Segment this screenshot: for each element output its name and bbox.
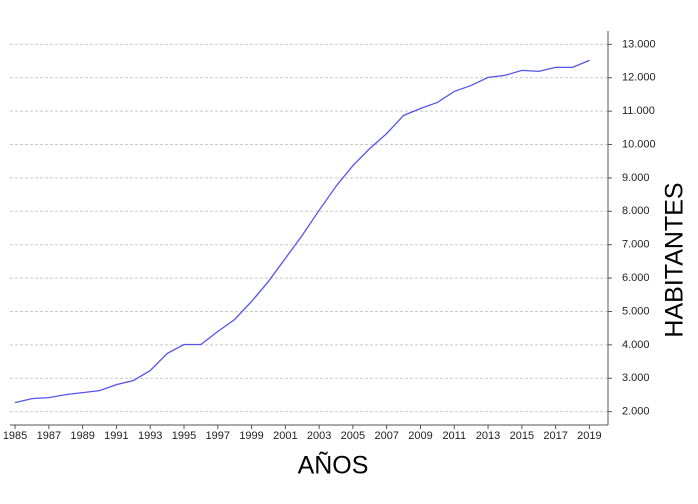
x-tick-label: 1995: [172, 430, 196, 442]
x-tick-label: 2007: [374, 430, 398, 442]
x-tick-label: 1991: [104, 430, 128, 442]
y-tick-label: 4.000: [622, 339, 650, 351]
x-tick-label: 2005: [341, 430, 365, 442]
y-tick-label: 2.000: [622, 406, 650, 418]
y-tick-label: 8.000: [622, 205, 650, 217]
x-tick-label: 2003: [307, 430, 331, 442]
y-tick-label: 5.000: [622, 305, 650, 317]
x-tick-label: 1997: [206, 430, 230, 442]
x-tick-label: 2013: [476, 430, 500, 442]
x-tick-label: 2015: [510, 430, 534, 442]
x-tick-label: 1989: [70, 430, 94, 442]
x-tick-label: 2009: [408, 430, 432, 442]
x-tick-label: 2011: [442, 430, 466, 442]
x-tick-label: 2001: [273, 430, 297, 442]
x-axis-title: AÑOS: [298, 451, 369, 480]
y-tick-label: 13.000: [622, 38, 656, 50]
line-series: [14, 59, 590, 404]
y-tick-label: 9.000: [622, 172, 650, 184]
x-tick-label: 2017: [543, 430, 567, 442]
x-tick-label: 1987: [37, 430, 61, 442]
y-tick-label: 7.000: [622, 239, 650, 251]
x-tick-label: 2019: [577, 430, 601, 442]
y-tick-label: 3.000: [622, 372, 650, 384]
y-tick-label: 6.000: [622, 272, 650, 284]
y-tick-label: 12.000: [622, 72, 656, 84]
y-tick-label: 11.000: [622, 105, 655, 117]
y-tick-label: 10.000: [622, 138, 656, 150]
x-tick-label: 1993: [138, 430, 162, 442]
y-axis-title: HABITANTES: [661, 182, 689, 337]
x-tick-label: 1999: [239, 430, 263, 442]
x-tick-label: 1985: [3, 430, 27, 442]
